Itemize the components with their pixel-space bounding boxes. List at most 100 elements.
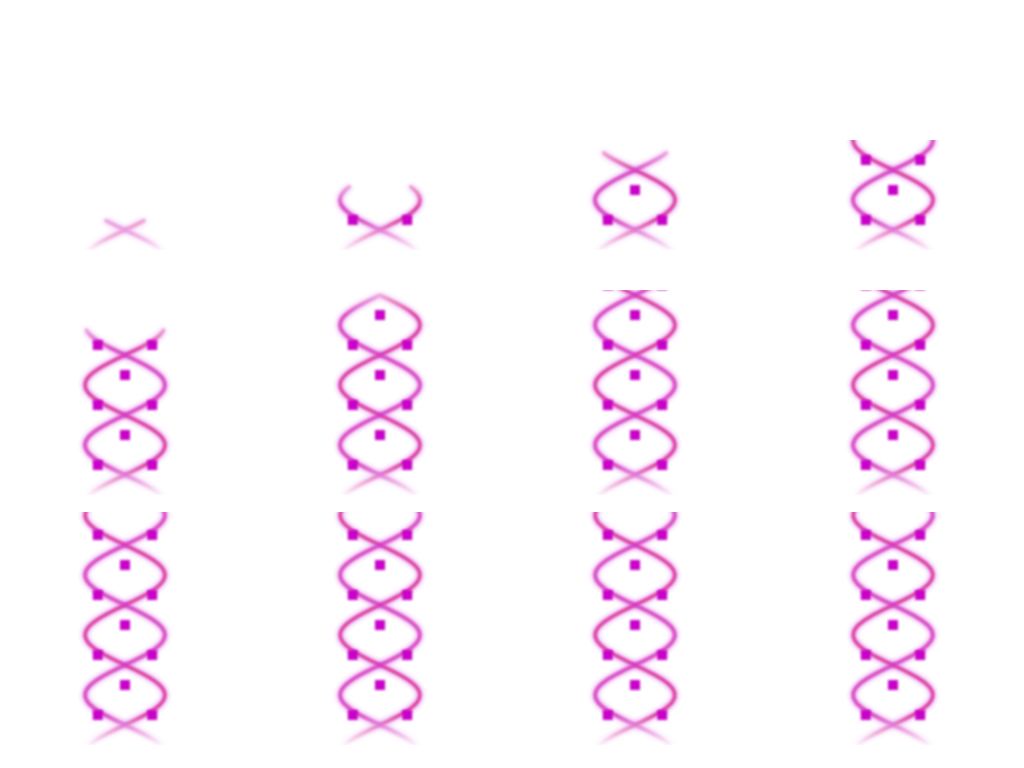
crossing-node: [915, 350, 925, 360]
panel-10: [320, 440, 440, 745]
crossing-node: [630, 560, 640, 570]
bottom-fade: [575, 715, 695, 745]
crossing-node: [402, 400, 413, 410]
panel-7: [575, 280, 695, 495]
crossing-node: [375, 560, 385, 570]
panel-8: [833, 250, 953, 495]
crossing-node: [888, 370, 898, 380]
crossing-node: [657, 215, 668, 225]
bottom-fade: [320, 465, 440, 495]
crossing-node: [915, 590, 926, 600]
crossing-node: [402, 215, 413, 225]
panel-5: [65, 309, 185, 495]
crossing-node: [657, 590, 668, 600]
top-fade: [833, 98, 953, 138]
crossing-node: [860, 530, 871, 540]
bottom-fade: [320, 715, 440, 745]
crossing-node: [888, 380, 898, 390]
crossing-node: [375, 440, 385, 450]
crossing-node: [602, 530, 613, 540]
panel-11: [575, 380, 695, 745]
crossing-node: [915, 530, 926, 540]
helix-strand: [594, 512, 677, 745]
crossing-node: [602, 400, 613, 410]
crossing-node: [888, 250, 898, 260]
crossing-node: [630, 370, 640, 380]
crossing-node: [347, 215, 358, 225]
panel-4: [833, 98, 953, 250]
crossing-node: [92, 340, 103, 350]
crossing-node: [375, 500, 385, 510]
crossing-node: [120, 560, 130, 570]
crossing-node: [402, 530, 413, 540]
panel-grid: [65, 98, 953, 745]
panel-9: [65, 500, 185, 745]
crossing-node: [860, 590, 871, 600]
helix-strand: [852, 512, 934, 745]
crossing-node: [657, 710, 668, 720]
crossing-node: [347, 710, 358, 720]
panel-3: [575, 140, 695, 250]
helix-strand: [594, 290, 677, 495]
crossing-node: [347, 530, 358, 540]
crossing-node: [630, 680, 640, 690]
top-fade: [320, 166, 440, 206]
crossing-node: [147, 590, 158, 600]
crossing-node: [630, 430, 640, 440]
crossing-node: [347, 590, 358, 600]
crossing-node: [888, 125, 898, 135]
crossing-node: [347, 340, 358, 350]
crossing-node: [888, 185, 898, 195]
crossing-node: [630, 380, 640, 390]
helix-strand: [593, 512, 676, 745]
crossing-node: [120, 500, 130, 510]
crossing-node: [92, 530, 103, 540]
helix-strand: [83, 512, 167, 745]
crossing-node: [602, 460, 613, 470]
crossing-node: [92, 590, 103, 600]
crossing-node: [657, 460, 668, 470]
crossing-node: [602, 340, 613, 350]
crossing-node: [860, 340, 871, 350]
crossing-node: [888, 680, 898, 690]
crossing-node: [657, 280, 667, 290]
crossing-node: [120, 430, 130, 440]
crossing-node: [860, 155, 871, 165]
crossing-node: [402, 710, 413, 720]
crossing-node: [602, 215, 613, 225]
crossing-node: [147, 650, 158, 660]
helix-strand: [339, 512, 422, 745]
crossing-node: [657, 650, 668, 660]
crossing-node: [602, 590, 613, 600]
crossing-node: [860, 400, 871, 410]
crossing-node: [915, 400, 926, 410]
crossing-node: [375, 310, 385, 320]
bottom-fade: [833, 715, 953, 745]
top-fade: [65, 309, 185, 349]
crossing-node: [602, 650, 613, 660]
crossing-node: [915, 460, 926, 470]
crossing-node: [147, 340, 158, 350]
helix-strand: [338, 512, 421, 745]
crossing-node: [603, 410, 613, 420]
helix-strand: [593, 290, 676, 495]
crossing-node: [120, 680, 130, 690]
bottom-fade: [65, 220, 185, 250]
crossing-node: [915, 650, 926, 660]
crossing-node: [915, 280, 925, 290]
crossing-node: [375, 370, 385, 380]
crossing-node: [147, 400, 158, 410]
crossing-node: [861, 350, 871, 360]
crossing-node: [120, 620, 130, 630]
top-fade: [575, 140, 695, 172]
crossing-node: [888, 430, 898, 440]
panel-6: [320, 290, 440, 495]
crossing-node: [120, 370, 130, 380]
crossing-node: [347, 400, 358, 410]
crossing-node: [860, 710, 871, 720]
crossing-node: [888, 310, 898, 320]
bottom-fade: [575, 465, 695, 495]
bottom-fade: [575, 220, 695, 250]
crossing-node: [860, 650, 871, 660]
